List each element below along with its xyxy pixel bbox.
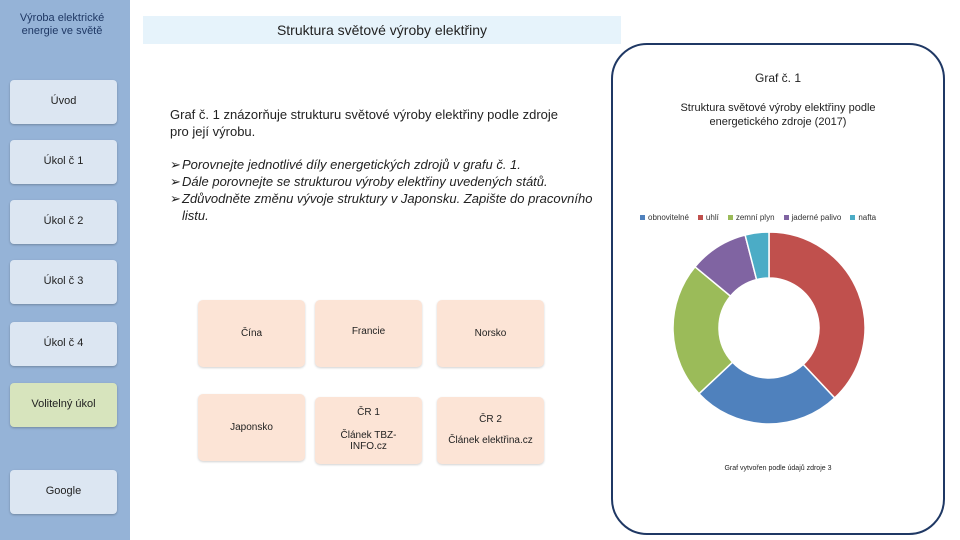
donut-slice-1	[697, 361, 836, 425]
legend-label: nafta	[858, 213, 877, 222]
legend-label: obnovitelné	[648, 213, 689, 222]
tile-francie[interactable]: Francie	[315, 300, 422, 367]
nav-button-volitelny-ukol[interactable]: Volitelný úkol	[10, 383, 117, 427]
nav-button-google[interactable]: Google	[10, 470, 117, 514]
arrow-bullet-icon: ➢	[170, 174, 181, 189]
nav-button-ukol-1[interactable]: Úkol č 1	[10, 140, 117, 184]
intro-text: Graf č. 1 znázorňuje strukturu světové v…	[170, 107, 559, 139]
legend-swatch	[640, 215, 645, 221]
legend-item: uhlí	[697, 213, 719, 222]
tile-label: Japonsko	[230, 422, 273, 433]
nav-button-ukol-3[interactable]: Úkol č 3	[10, 260, 117, 304]
legend-swatch	[697, 215, 703, 221]
chart-panel: Graf č. 1 Struktura světové výroby elekt…	[611, 43, 945, 535]
page-title: Struktura světové výroby elektřiny	[143, 16, 621, 44]
donut-chart	[672, 231, 866, 425]
donut-slice-2	[768, 231, 866, 400]
tile-link[interactable]: Článek elektřina.cz	[448, 435, 533, 446]
legend-label: jaderné palivo	[791, 213, 842, 222]
chart-title: Struktura světové výroby elektřiny podle…	[680, 102, 876, 128]
task-text: Dále porovnejte se strukturou výroby ele…	[182, 174, 548, 189]
nav-button-label: Úkol č 3	[43, 275, 84, 287]
nav-button-uvod[interactable]: Úvod	[10, 80, 117, 124]
sidebar: Výroba elektrické energie ve světě Úvod …	[0, 0, 130, 540]
tile-cr-2[interactable]: ČR 2 Článek elektřina.cz	[437, 397, 544, 464]
nav-button-ukol-2[interactable]: Úkol č 2	[10, 200, 117, 244]
tile-link[interactable]: Článek TBZ-INFO.cz	[340, 430, 397, 452]
tile-label: ČR 2	[479, 414, 502, 425]
task-text: Porovnejte jednotlivé díly energetických…	[182, 157, 521, 172]
tile-cina[interactable]: Čína	[198, 300, 305, 367]
legend-label: zemní plyn	[735, 213, 775, 222]
arrow-bullet-icon: ➢	[170, 157, 181, 172]
tile-norsko[interactable]: Norsko	[437, 300, 544, 367]
sidebar-title: Výroba elektrické energie ve světě	[19, 12, 105, 37]
nav-button-label: Úkol č 4	[43, 337, 84, 349]
legend-swatch	[850, 215, 856, 221]
tile-label: ČR 1	[357, 407, 380, 418]
tile-label: Čína	[240, 328, 263, 339]
task-item: ➢ Zdůvodněte změnu vývoje struktury v Jap…	[170, 190, 595, 224]
chart-number-label: Graf č. 1	[754, 71, 801, 85]
task-item: ➢ Dále porovnejte se strukturou výroby el…	[170, 173, 595, 190]
legend-item: jaderné palivo	[783, 213, 842, 222]
task-list: ➢ Porovnejte jednotlivé díly energetickýc…	[170, 156, 595, 224]
nav-button-label: Úkol č 1	[43, 155, 84, 167]
nav-button-label: Google	[45, 485, 82, 497]
tile-japonsko[interactable]: Japonsko	[198, 394, 305, 461]
legend-swatch	[727, 215, 733, 221]
tile-label: Norsko	[474, 328, 507, 339]
nav-button-ukol-4[interactable]: Úkol č 4	[10, 322, 117, 366]
legend-swatch	[783, 215, 789, 221]
donut-slice-5	[744, 231, 770, 281]
task-item: ➢ Porovnejte jednotlivé díly energetickýc…	[170, 156, 595, 173]
arrow-bullet-icon: ➢	[170, 191, 181, 206]
chart-legend: obnovitelné uhlí zemní plyn jaderné palivo n…	[640, 213, 885, 222]
legend-item: zemní plyn	[727, 213, 775, 222]
tile-cr-1[interactable]: ČR 1 Článek TBZ-INFO.cz	[315, 397, 422, 464]
nav-button-label: Volitelný úkol	[31, 398, 96, 410]
legend-label: uhlí	[705, 213, 719, 222]
legend-item: obnovitelné	[640, 213, 689, 222]
legend-item: nafta	[850, 213, 876, 222]
nav-button-label: Úkol č 2	[43, 215, 84, 227]
tile-label: Francie	[351, 326, 386, 337]
task-text: Zdůvodněte změnu vývoje struktury v Japo…	[182, 191, 593, 223]
chart-source-note: Graf vytvořen podle údajů zdroje 3	[724, 465, 832, 472]
nav-button-label: Úvod	[50, 95, 77, 107]
